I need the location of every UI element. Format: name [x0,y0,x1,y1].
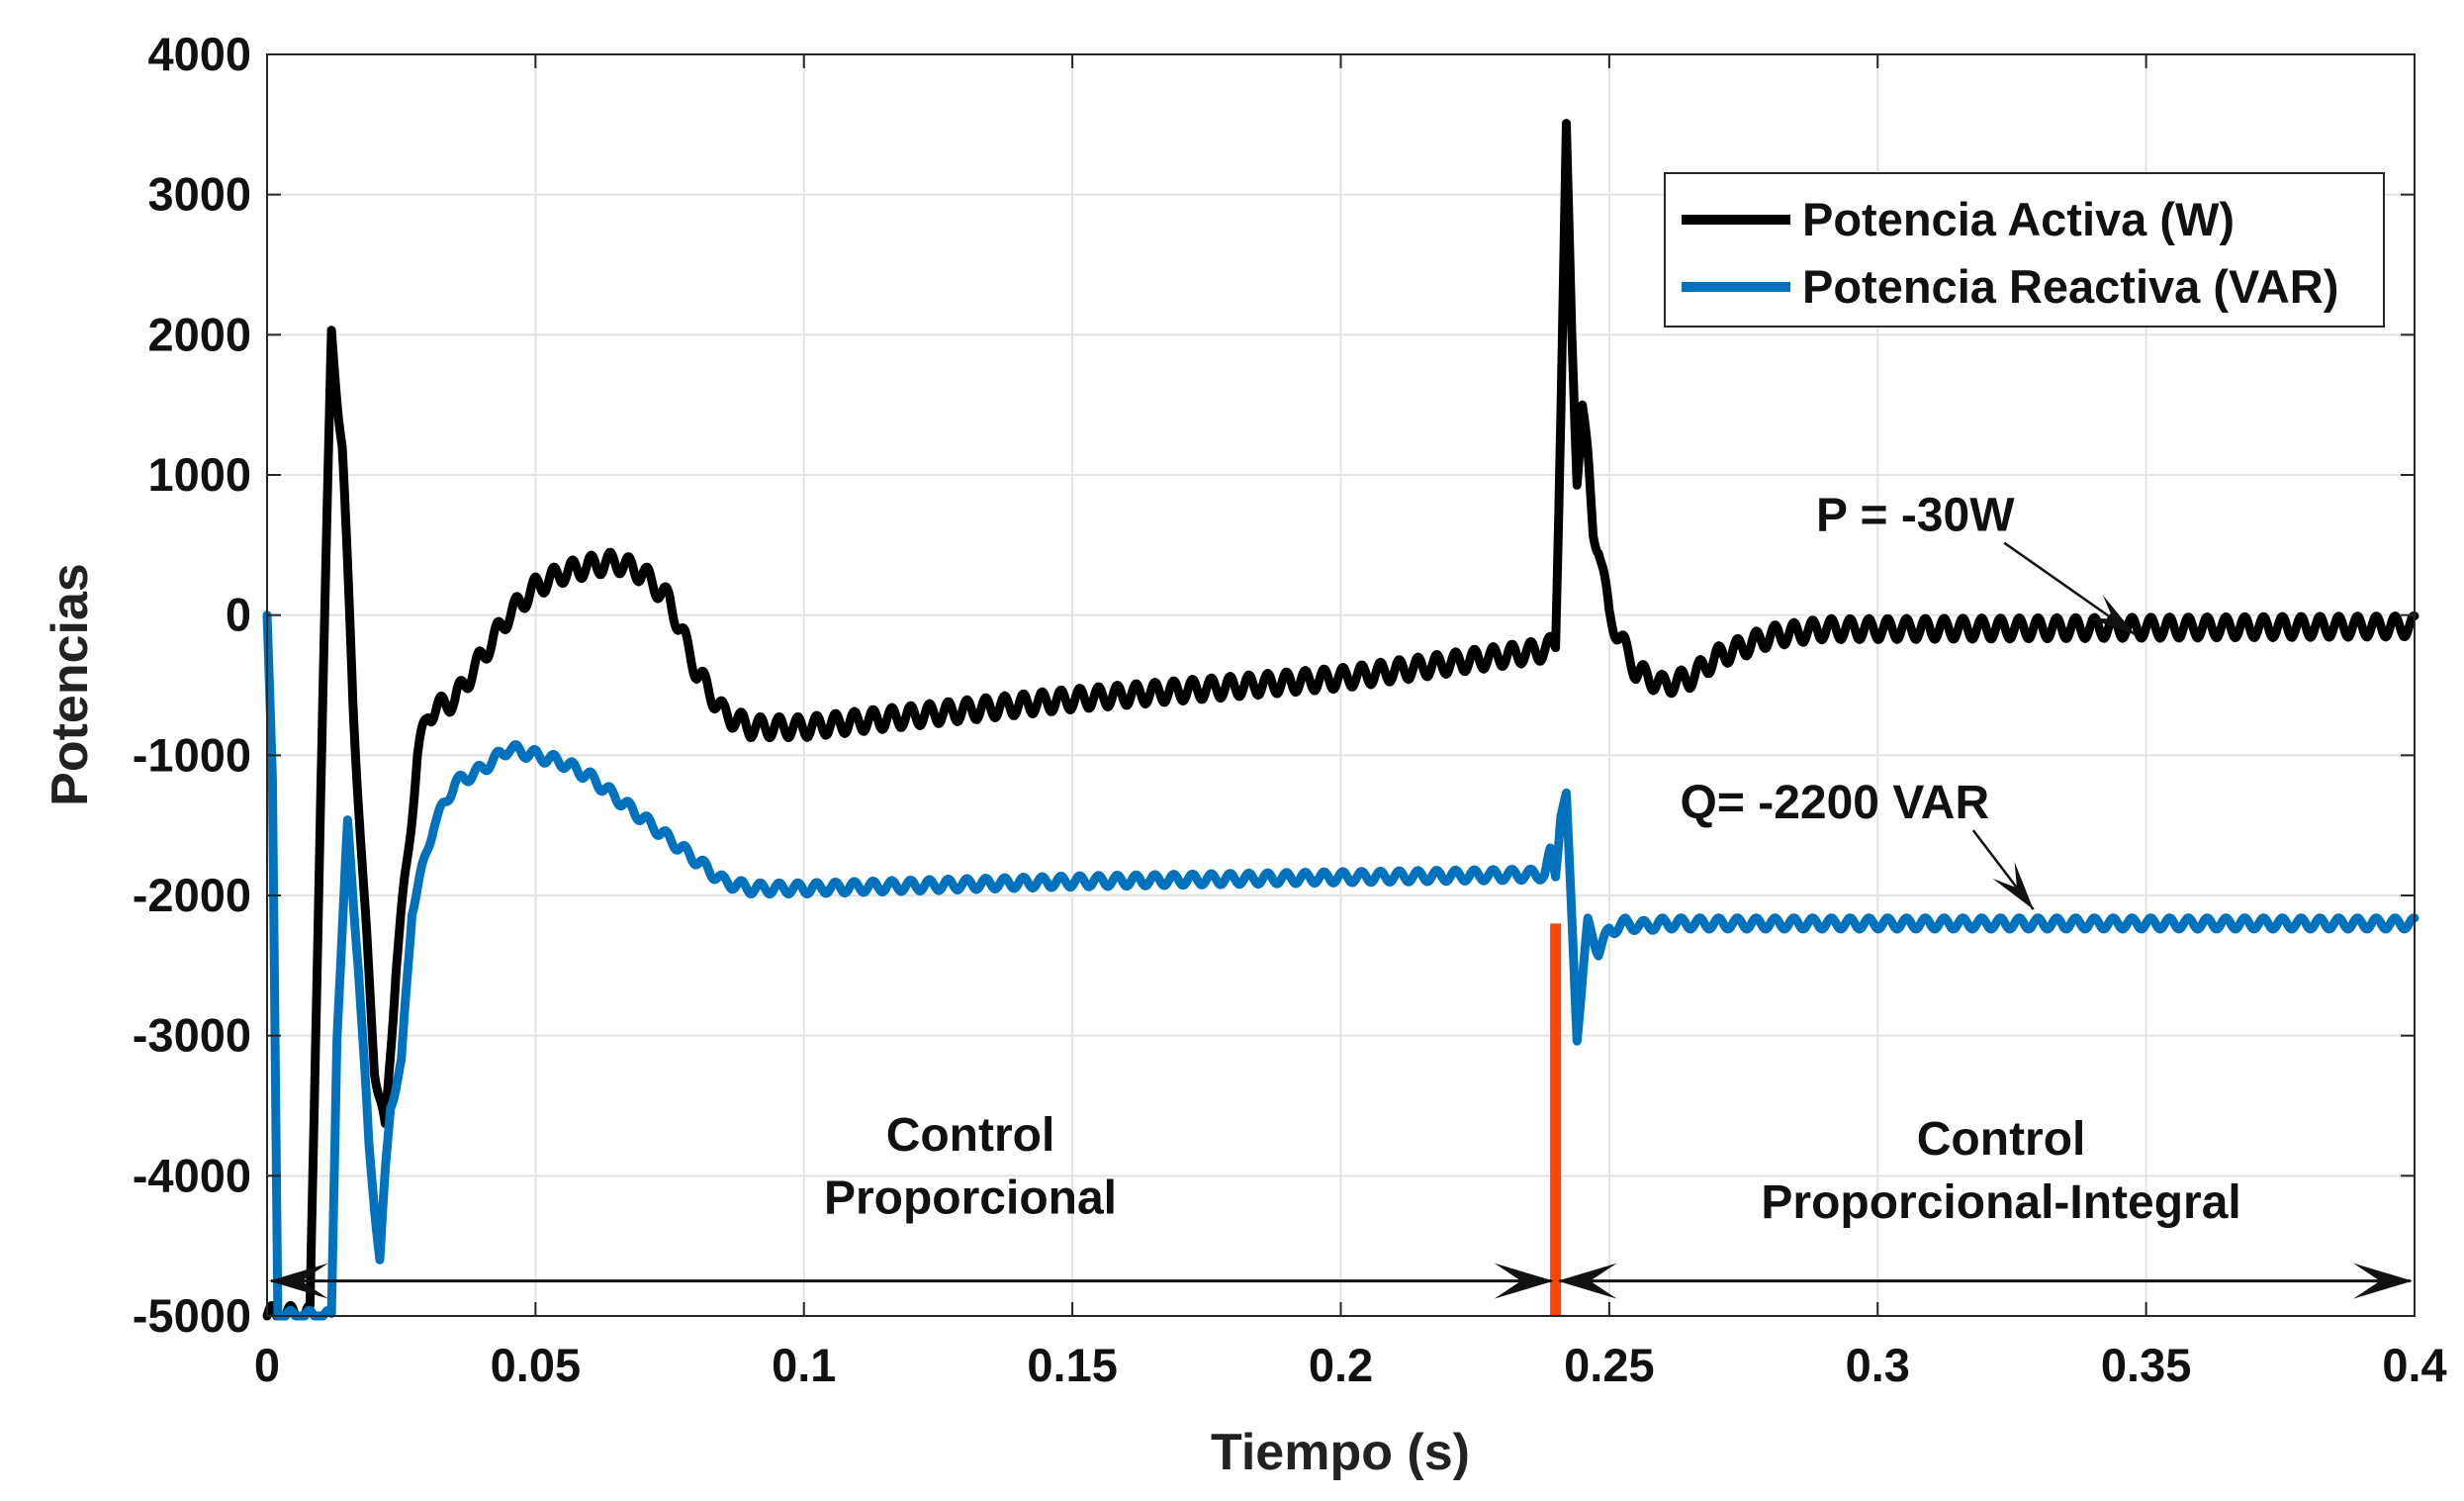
region-arrowhead [1494,1263,1554,1299]
y-tick-label: -4000 [133,1149,251,1201]
x-tick-label: 0 [254,1339,280,1391]
x-tick-label: 0.1 [772,1339,836,1391]
annotation-text: Q= -2200 VAR [1681,777,1990,829]
annotation-text: Proporcional-Integral [1761,1176,2240,1229]
annotation-arrowhead [1992,861,2034,910]
y-tick-label: 0 [226,589,251,641]
y-tick-label: 1000 [147,448,251,501]
x-tick-label: 0.2 [1309,1339,1373,1391]
series-line-potencia-activa [262,119,2419,1321]
x-tick-label: 0.25 [1564,1339,1654,1391]
region-arrowhead [1557,1263,1617,1299]
x-tick-label: 0.15 [1027,1339,1117,1391]
region-arrowhead [269,1263,328,1299]
y-tick-label: -2000 [133,869,251,921]
annotation-text: Proporcional [824,1173,1117,1225]
y-tick-label: 4000 [147,28,251,80]
annotation-text: Control [886,1109,1055,1162]
x-axis-label: Tiempo (s) [1211,1424,1470,1481]
x-tick-label: 0.3 [1846,1339,1910,1391]
x-tick-label: 0.05 [491,1339,581,1391]
x-tick-label: 0.35 [2101,1339,2191,1391]
legend-label-active: Potencia Activa (W) [1802,193,2235,245]
annotation-text: Control [1917,1113,2086,1166]
series-line-potencia-reactiva [262,610,2419,1321]
annotation-text: P = -30W [1816,490,2015,542]
y-tick-label: 2000 [147,308,251,360]
y-axis-label: Potencias [42,563,99,806]
y-tick-label: -3000 [133,1009,251,1062]
series-layer [262,119,2419,1321]
ticks: 0 0.05 0.1 0.15 0.2 0.25 0.3 0.35 0.4 4000 3000 200… [133,28,2447,1391]
legend: Potencia Activa (W) Potencia Reactiva (V… [1664,172,2385,328]
y-tick-label: -5000 [133,1289,251,1342]
legend-label-reactive: Potencia Reactiva (VAR) [1802,260,2338,313]
region-arrowhead [2353,1263,2413,1299]
y-tick-label: 3000 [147,168,251,221]
annotations: P = -30W Q= -2200 VAR Control Proporcional C… [824,490,2241,1229]
x-tick-label: 0.4 [2382,1339,2446,1391]
legend-box [1664,172,2385,328]
y-tick-label: -1000 [133,728,251,781]
control-region-arrows [269,1263,2413,1299]
annotation-arrowhead [2086,595,2136,635]
